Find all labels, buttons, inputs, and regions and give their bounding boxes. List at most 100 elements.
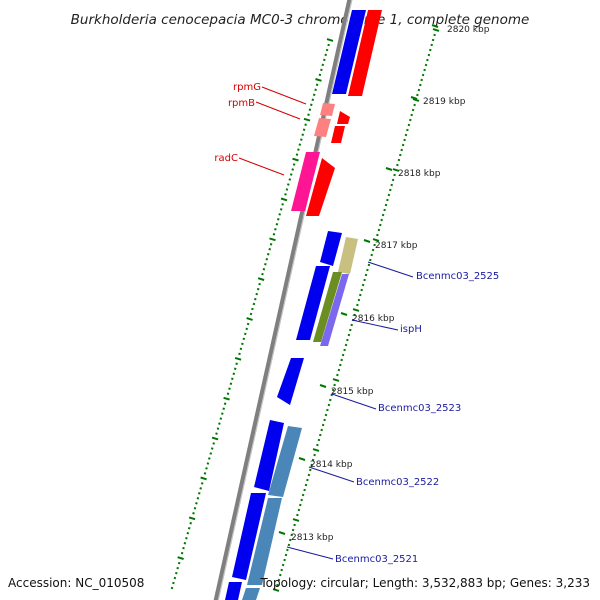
track-dot (419, 83, 422, 87)
track-dot (266, 252, 270, 256)
track-dot (407, 123, 411, 127)
track-dot (284, 193, 287, 196)
leader-line-Bcenmc03_2523 (331, 393, 377, 410)
track-dot (326, 408, 329, 412)
track-dot (411, 108, 415, 112)
track-dot (241, 342, 244, 346)
cds-feature-Bcenmc03_2522 (268, 426, 302, 497)
track-dot (274, 228, 277, 231)
track-dot (401, 143, 405, 147)
track-dot (245, 327, 248, 331)
cds-feature (332, 10, 366, 94)
track-dot (200, 476, 207, 481)
track-dot (301, 493, 305, 497)
track-dot (235, 362, 238, 366)
track-dot (176, 566, 179, 570)
track-dot (261, 272, 264, 276)
track-dot (352, 308, 360, 312)
track-dot (404, 133, 408, 137)
track-dot (252, 302, 256, 306)
track-dot (238, 352, 241, 356)
track-dot (346, 338, 349, 342)
track-dot (272, 588, 280, 592)
track-dot (211, 436, 219, 441)
leader-line-Bcenmc03_2525 (367, 261, 414, 278)
track-dot (257, 277, 265, 281)
track-dot (383, 208, 386, 212)
track-dot (332, 378, 340, 382)
track-dot (279, 208, 283, 211)
track-dot (216, 427, 220, 430)
track-dot (262, 267, 266, 271)
track-dot (380, 218, 383, 222)
track-dot (265, 257, 269, 261)
track-dot (370, 253, 373, 257)
track-dot (360, 288, 363, 292)
track-dot (324, 413, 328, 417)
track-dot (196, 497, 200, 500)
tick-label: 2816 kbp (352, 314, 395, 324)
track-dot (249, 312, 253, 316)
track-dot (303, 117, 311, 122)
cds-feature-rpmB (314, 118, 331, 137)
track-dot (399, 153, 402, 157)
track-dot (317, 438, 321, 442)
track-dot (320, 428, 323, 432)
track-dot (173, 576, 177, 580)
track-dot (381, 213, 385, 217)
track-dot (364, 273, 368, 277)
track-dot (333, 383, 336, 387)
cds-feature-ispH (313, 272, 342, 342)
track-dot (327, 43, 330, 47)
track-dot (280, 568, 283, 572)
cds-features (225, 10, 382, 600)
track-dot (429, 48, 432, 52)
cds-feature-radC (291, 152, 320, 211)
track-dot (219, 417, 223, 420)
track-dot (310, 103, 313, 107)
tick-label: 2817 kbp (375, 241, 418, 251)
track-dot (315, 83, 319, 87)
cds-feature (296, 266, 330, 340)
genome-backbone (213, 0, 353, 600)
track-dot (366, 268, 369, 272)
gene-label-rpmB: rpmB (228, 98, 255, 109)
track-dot (203, 472, 207, 475)
cds-feature-Bcenmc03_2523 (277, 358, 304, 405)
track-dot (387, 193, 391, 197)
cds-feature (242, 588, 260, 600)
track-dot (285, 188, 289, 191)
track-dot (195, 502, 198, 505)
track-dot (177, 556, 184, 560)
track-dot (432, 28, 440, 32)
tick-label: 2818 kbp (398, 169, 441, 179)
track-dot (286, 548, 289, 552)
track-dot (186, 531, 190, 535)
cds-feature-Bcenmc03_2525 (338, 237, 358, 274)
track-dot (293, 523, 296, 527)
track-dot (413, 103, 416, 107)
track-dot (359, 293, 362, 297)
track-dot (347, 333, 351, 337)
tick-mark (298, 457, 306, 461)
cds-feature-rpmG (320, 103, 335, 116)
cds-feature (225, 582, 242, 600)
track-dot (244, 332, 247, 336)
track-dot (372, 238, 380, 242)
track-dot (311, 458, 315, 462)
track-dot (296, 513, 299, 517)
track-dot (386, 198, 389, 202)
track-dot (177, 561, 181, 565)
track-dot (284, 553, 288, 557)
cds-feature (331, 126, 345, 143)
track-dot (215, 432, 218, 435)
track-dot (183, 541, 187, 545)
track-dot (391, 178, 395, 182)
track-dot (307, 473, 311, 477)
track-dot (363, 278, 366, 282)
track-dot (319, 433, 322, 437)
track-dot (373, 243, 376, 247)
track-dot (188, 516, 196, 521)
leader-line-radC (238, 157, 285, 176)
